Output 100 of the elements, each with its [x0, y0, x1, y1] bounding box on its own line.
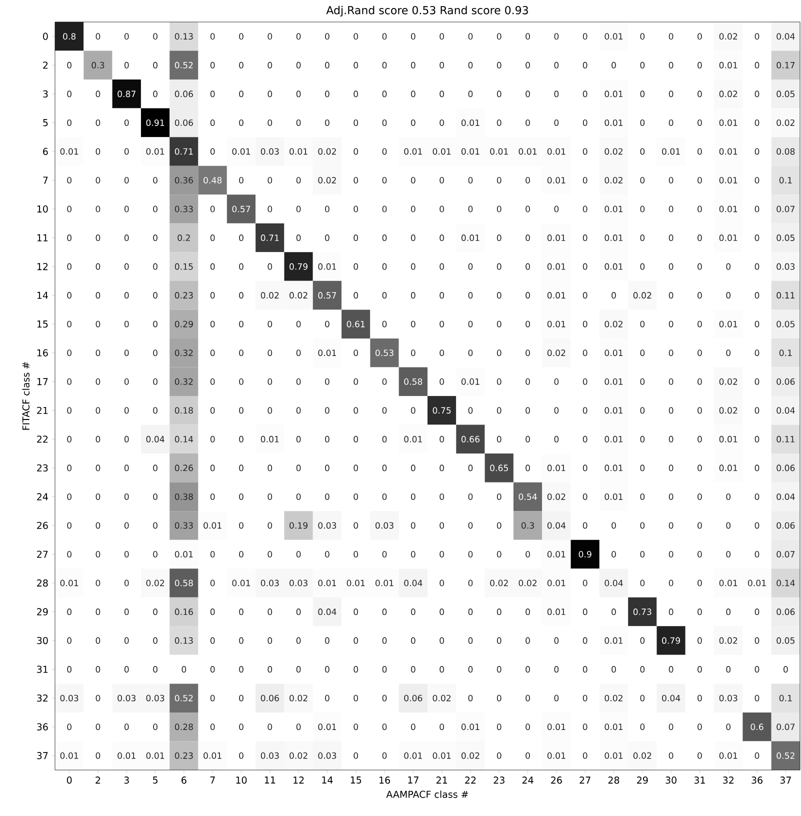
data-label: 0 — [124, 119, 129, 126]
y-tick-label: 31 — [37, 666, 48, 673]
data-label: 0.02 — [776, 119, 794, 126]
data-label: 0.02 — [260, 292, 279, 299]
data-label: 0.04 — [318, 608, 336, 616]
x-tick-label: 6 — [182, 776, 186, 784]
data-label: 0.06 — [776, 464, 795, 472]
data-label: 0 — [668, 493, 674, 500]
data-label: 0 — [153, 263, 158, 270]
data-label: 0.01 — [604, 407, 623, 414]
data-label: 0 — [668, 176, 674, 184]
data-label: 0 — [325, 33, 330, 40]
data-label: 0 — [96, 350, 100, 356]
data-label: 0 — [411, 608, 416, 616]
data-label: 0 — [67, 90, 72, 98]
data-label: 0 — [582, 637, 588, 644]
data-label: 0 — [496, 292, 502, 299]
data-label: 0 — [440, 637, 444, 644]
data-label: 0.08 — [776, 148, 795, 155]
data-label: 0 — [124, 522, 129, 529]
data-label: 0 — [554, 378, 559, 385]
data-label: 0 — [67, 724, 72, 730]
data-label: 0.14 — [174, 436, 194, 442]
data-label: 0 — [496, 33, 502, 40]
data-label: 0 — [668, 234, 674, 242]
data-label: 0 — [754, 436, 760, 442]
data-label: 0.2 — [178, 234, 190, 242]
y-tick-label: 27 — [37, 550, 48, 558]
data-label: 0.02 — [604, 148, 622, 155]
data-label: 0 — [496, 378, 502, 385]
data-label: 0 — [754, 206, 760, 212]
data-label: 0.01 — [719, 62, 738, 68]
data-label: 0 — [382, 637, 387, 644]
data-label: 0.79 — [662, 637, 680, 644]
data-label: 0.03 — [60, 694, 78, 702]
data-label: 0 — [640, 350, 645, 356]
data-label: 0.02 — [290, 694, 308, 702]
data-label: 0 — [582, 320, 588, 328]
data-label: 0.01 — [432, 148, 451, 155]
data-label: 0 — [582, 234, 588, 242]
data-label: 0 — [210, 263, 215, 270]
data-label: 0 — [153, 378, 158, 385]
data-label: 0.03 — [318, 522, 336, 529]
data-label: 0 — [440, 666, 444, 673]
data-label: 0 — [296, 666, 301, 673]
data-label: 0 — [668, 90, 674, 98]
data-label: 0 — [325, 493, 330, 500]
data-label: 0.33 — [174, 522, 193, 529]
data-label: 0.01 — [318, 724, 336, 730]
data-label: 0 — [268, 176, 272, 184]
data-label: 0 — [239, 320, 244, 328]
data-label: 0 — [96, 550, 100, 558]
data-label: 0.02 — [719, 407, 738, 414]
x-tick-label: 22 — [465, 776, 476, 784]
data-label: 0.02 — [290, 752, 308, 759]
y-tick-label: 14 — [37, 292, 48, 299]
data-label: 0 — [296, 90, 301, 98]
data-label: 0 — [67, 407, 72, 414]
data-label: 0 — [382, 608, 387, 616]
data-label: 0 — [440, 550, 444, 558]
data-label: 0 — [153, 550, 158, 558]
data-label: 0.03 — [146, 694, 164, 702]
data-label: 0 — [468, 62, 473, 68]
data-label: 0 — [582, 33, 588, 40]
data-label: 0 — [640, 436, 645, 442]
data-label: 0.01 — [719, 752, 738, 759]
y-tick-label: 21 — [37, 406, 48, 414]
data-label: 0 — [67, 292, 72, 299]
data-label: 0 — [382, 62, 387, 68]
data-label: 0 — [726, 292, 731, 299]
data-label: 0 — [698, 724, 702, 730]
data-label: 0.15 — [174, 263, 193, 270]
data-label: 0 — [640, 234, 645, 242]
data-label: 0 — [496, 522, 502, 529]
data-label: 0 — [124, 263, 129, 270]
data-label: 0 — [296, 350, 301, 356]
data-label: 0 — [754, 464, 760, 472]
y-tick-label: 24 — [37, 493, 48, 500]
data-label: 0.26 — [174, 464, 193, 472]
data-label: 0.01 — [719, 119, 738, 126]
data-label: 0 — [210, 666, 215, 673]
data-label: 0 — [612, 62, 616, 68]
data-label: 0 — [582, 464, 588, 472]
data-label: 0 — [67, 234, 72, 242]
data-label: 0 — [640, 320, 645, 328]
data-label: 0 — [96, 436, 100, 442]
data-label: 0 — [210, 119, 215, 126]
data-label: 0 — [296, 320, 301, 328]
data-label: 0.38 — [174, 493, 193, 500]
data-label: 0 — [411, 206, 416, 212]
data-label: 0 — [96, 206, 100, 212]
data-label: 0 — [468, 206, 473, 212]
data-label: 0.06 — [776, 522, 795, 529]
data-label: 0 — [96, 148, 100, 155]
data-label: 0.02 — [604, 320, 622, 328]
data-label: 0 — [239, 752, 244, 759]
data-label: 0.02 — [432, 694, 451, 702]
data-label: 0 — [325, 234, 330, 242]
data-label: 0 — [96, 637, 100, 644]
data-label: 0 — [468, 608, 473, 616]
